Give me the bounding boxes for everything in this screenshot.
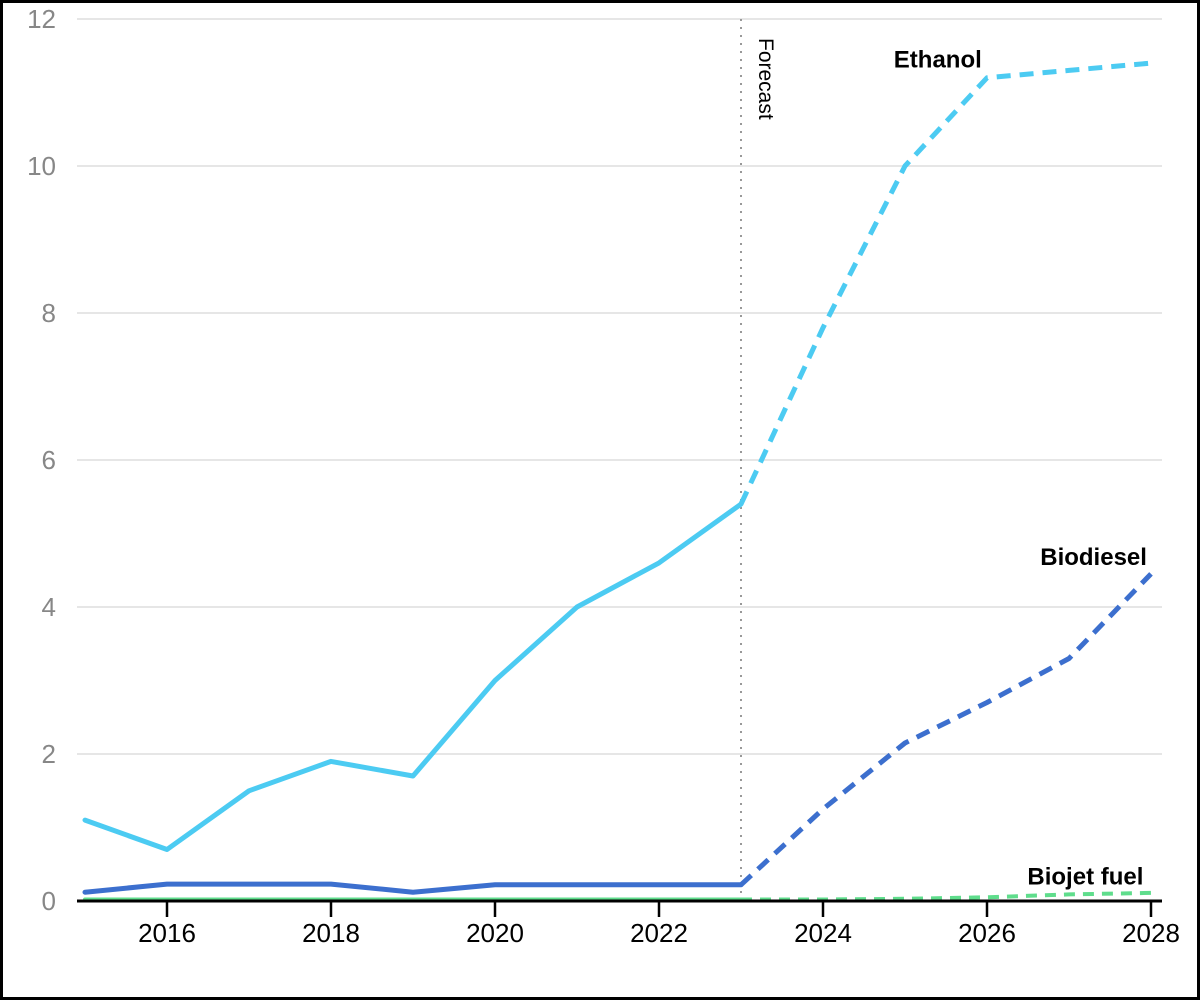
- x-axis-tick-label-2026: 2026: [958, 918, 1016, 948]
- x-axis-tick-label-2022: 2022: [630, 918, 688, 948]
- ethanol-forecast-line: [738, 60, 1152, 506]
- y-axis-tick-label-6: 6: [42, 445, 56, 475]
- y-axis-tick-label-12: 12: [27, 4, 56, 34]
- y-axis-tick-label-4: 4: [42, 592, 56, 622]
- ethanol-historical-line: [82, 501, 744, 852]
- x-axis-tick-label-2020: 2020: [466, 918, 524, 948]
- x-axis-tick-label-2018: 2018: [302, 918, 360, 948]
- biodiesel-forecast-line: [739, 572, 1153, 887]
- y-axis-tick-label-2: 2: [42, 739, 56, 769]
- forecast-label: Forecast: [754, 38, 777, 120]
- ethanol-series-label: Ethanol: [894, 46, 982, 73]
- chart-canvas: 0 2 4 6 8 10 12 Forecast Ethanol Biodiesel Biojet …: [27, 4, 1180, 948]
- x-axis-tick-label-2024: 2024: [794, 918, 852, 948]
- y-axis-tick-label-8: 8: [42, 298, 56, 328]
- biojet-fuel-forecast-line: [741, 890, 1152, 902]
- biodiesel-historical-line: [82, 881, 744, 895]
- x-axis-tick-label-2016: 2016: [138, 918, 196, 948]
- x-axis-tick-label-2028: 2028: [1122, 918, 1180, 948]
- biodiesel-series-label: Biodiesel: [1040, 544, 1147, 571]
- y-axis-tick-label-0: 0: [42, 886, 56, 916]
- y-axis-tick-label-10: 10: [27, 151, 56, 181]
- biojet-fuel-series-label: Biojet fuel: [1027, 864, 1143, 891]
